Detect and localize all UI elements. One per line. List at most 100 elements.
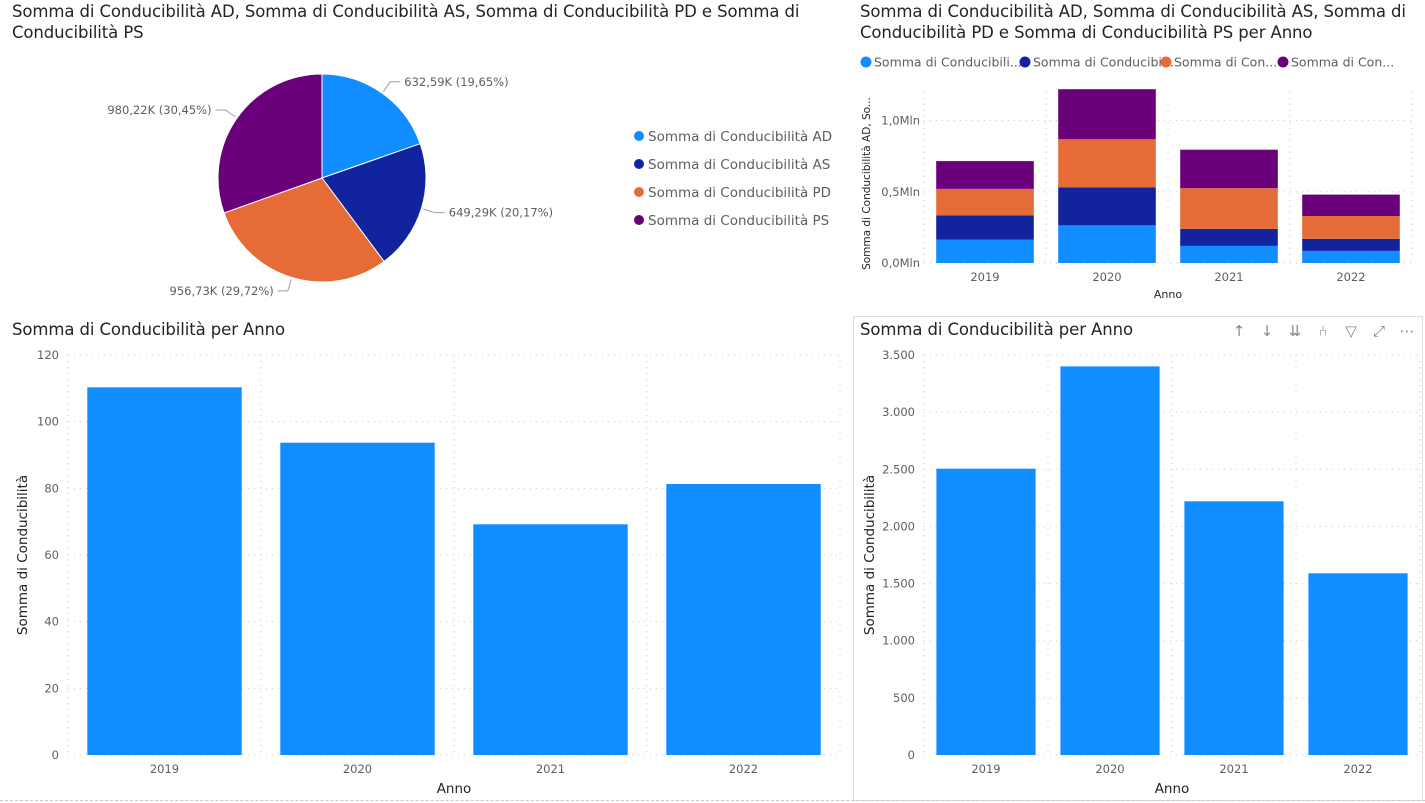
stacked-bar-segment[interactable] — [1058, 89, 1156, 140]
more-options-icon[interactable]: ⋯ — [1399, 322, 1415, 340]
y-tick-label: 0,5Mln — [881, 185, 920, 199]
pie-data-label: 980,22K (30,45%) — [107, 103, 211, 117]
stacked-bar-segment[interactable] — [1058, 139, 1156, 188]
x-axis-title: Anno — [1154, 288, 1182, 301]
stacked-bar-segment[interactable] — [1180, 149, 1278, 189]
pie-leader-line — [215, 109, 236, 118]
stacked-chart-title-line1: Somma di Conducibilità AD, Somma di Cond… — [860, 2, 1406, 21]
pie-chart[interactable]: 632,59K (19,65%) 649,29K (20,17%) 956,73K … — [0, 0, 850, 310]
stacked-bar-segment[interactable] — [1180, 228, 1278, 246]
y-tick-label: 20 — [44, 681, 59, 695]
visual-header-toolbar: ↑ ↓ ⇊ ⑃ ▽ ⤢ ⋯ — [1225, 320, 1425, 342]
y-tick-label: 80 — [44, 481, 59, 495]
stacked-bar-segment[interactable] — [936, 239, 1034, 264]
pie-leader-line — [423, 208, 445, 214]
pie-chart-title-line2: Conducibilità PS — [12, 23, 144, 42]
pie-slice[interactable] — [223, 177, 385, 283]
bar-chart-left-panel: Somma di Conducibilità per Anno 0 20 40 60 8… — [0, 315, 850, 803]
pie-data-label: 632,59K (19,65%) — [404, 75, 508, 89]
legend-marker — [1160, 56, 1172, 68]
y-tick-label: 0,0Mln — [881, 256, 920, 270]
y-tick-label: 2.500 — [882, 462, 915, 476]
x-tick-label: 2020 — [343, 762, 372, 776]
y-tick-label: 500 — [893, 691, 915, 705]
stacked-chart-panel: Somma di Conducibilità AD, Somma di Cond… — [852, 0, 1425, 310]
bar[interactable] — [936, 468, 1036, 755]
y-axis-title: Somma di Conducibilità AD, So... — [861, 97, 873, 270]
arrow-down-icon[interactable]: ↓ — [1260, 322, 1274, 340]
legend-item: Somma di Con... — [1291, 55, 1394, 70]
legend-marker — [1019, 56, 1031, 68]
page-bottom-divider — [0, 800, 1425, 802]
y-axis-title: Somma di Conducibilità — [862, 475, 878, 635]
bar[interactable] — [473, 524, 628, 755]
bar-chart-right[interactable]: 0 500 1.000 1.500 2.000 2.500 3.000 3.500 2019 20… — [852, 315, 1425, 803]
y-tick-label: 1.000 — [882, 634, 915, 648]
pie-chart-panel: Somma di Conducibilità AD, Somma di Cond… — [0, 0, 850, 310]
bar[interactable] — [666, 484, 821, 755]
stacked-bar-segment[interactable] — [1058, 187, 1156, 226]
stacked-bar-segment[interactable] — [936, 161, 1034, 189]
pie-slice[interactable] — [321, 143, 427, 263]
x-axis-title: Anno — [1155, 781, 1190, 797]
legend-item: Somma di Conducibilità AD — [648, 129, 832, 145]
stacked-bar-segment[interactable] — [1302, 216, 1400, 239]
stacked-bar-segment[interactable] — [1302, 250, 1400, 263]
expand-hierarchy-icon[interactable]: ⑃ — [1318, 322, 1328, 340]
y-axis-title: Somma di Conducibilità — [15, 475, 31, 635]
legend-item: Somma di Conducibili... — [874, 55, 1022, 70]
x-tick-label: 2021 — [1214, 270, 1243, 284]
y-tick-label: 2.000 — [882, 519, 915, 533]
y-tick-label: 0 — [52, 748, 59, 762]
y-tick-label: 40 — [44, 615, 59, 629]
stacked-bar-segment[interactable] — [1302, 238, 1400, 251]
pie-chart-title: Somma di Conducibilità AD, Somma di Cond… — [12, 1, 842, 43]
bar[interactable] — [1308, 573, 1408, 755]
pie-data-label: 956,73K (29,72%) — [170, 284, 274, 298]
pie-leader-line — [277, 279, 292, 292]
stacked-bar-segment[interactable] — [1058, 225, 1156, 263]
y-tick-label: 3.500 — [882, 348, 915, 362]
pie-slice[interactable] — [217, 73, 323, 214]
stacked-bar-segment[interactable] — [936, 215, 1034, 240]
bar[interactable] — [87, 387, 242, 755]
x-tick-label: 2019 — [971, 762, 1000, 776]
bar[interactable] — [280, 442, 435, 755]
stacked-bar-segment[interactable] — [936, 188, 1034, 216]
legend-marker — [634, 187, 644, 197]
focus-mode-icon[interactable]: ⤢ — [1372, 322, 1385, 340]
pie-chart-title-line1: Somma di Conducibilità AD, Somma di Cond… — [12, 2, 800, 21]
y-tick-label: 100 — [37, 415, 59, 429]
y-tick-label: 60 — [44, 548, 59, 562]
legend-marker — [1277, 56, 1289, 68]
x-tick-label: 2022 — [1336, 270, 1365, 284]
legend-item: Somma di Conducibi... — [1033, 55, 1174, 70]
legend-item: Somma di Con... — [1174, 55, 1277, 70]
y-tick-label: 1.500 — [882, 577, 915, 591]
legend-item: Somma di Conducibilità PS — [648, 213, 829, 229]
filter-icon[interactable]: ▽ — [1345, 322, 1357, 340]
legend-marker — [634, 159, 644, 169]
x-tick-label: 2020 — [1092, 270, 1121, 284]
stacked-bar-segment[interactable] — [1180, 188, 1278, 229]
stacked-chart-title: Somma di Conducibilità AD, Somma di Cond… — [860, 1, 1420, 43]
bar[interactable] — [1184, 501, 1284, 755]
stacked-bar-segment[interactable] — [1180, 245, 1278, 263]
x-tick-label: 2021 — [1219, 762, 1248, 776]
bar[interactable] — [1060, 366, 1160, 755]
x-tick-label: 2019 — [970, 270, 999, 284]
legend-item: Somma di Conducibilità AS — [648, 157, 830, 173]
stacked-bar-segment[interactable] — [1302, 194, 1400, 216]
y-tick-label: 120 — [37, 348, 59, 362]
legend-item: Somma di Conducibilità PD — [648, 185, 831, 201]
x-tick-label: 2021 — [536, 762, 565, 776]
double-arrow-down-icon[interactable]: ⇊ — [1288, 322, 1302, 340]
arrow-up-icon[interactable]: ↑ — [1232, 322, 1246, 340]
stacked-column-chart[interactable]: Somma di Conducibili... Somma di Conducib… — [852, 0, 1425, 310]
bar-chart-right-title: Somma di Conducibilità per Anno — [860, 320, 1133, 339]
x-tick-label: 2020 — [1095, 762, 1124, 776]
legend-marker — [634, 131, 644, 141]
y-tick-label: 3.000 — [882, 405, 915, 419]
x-axis-title: Anno — [437, 781, 472, 797]
